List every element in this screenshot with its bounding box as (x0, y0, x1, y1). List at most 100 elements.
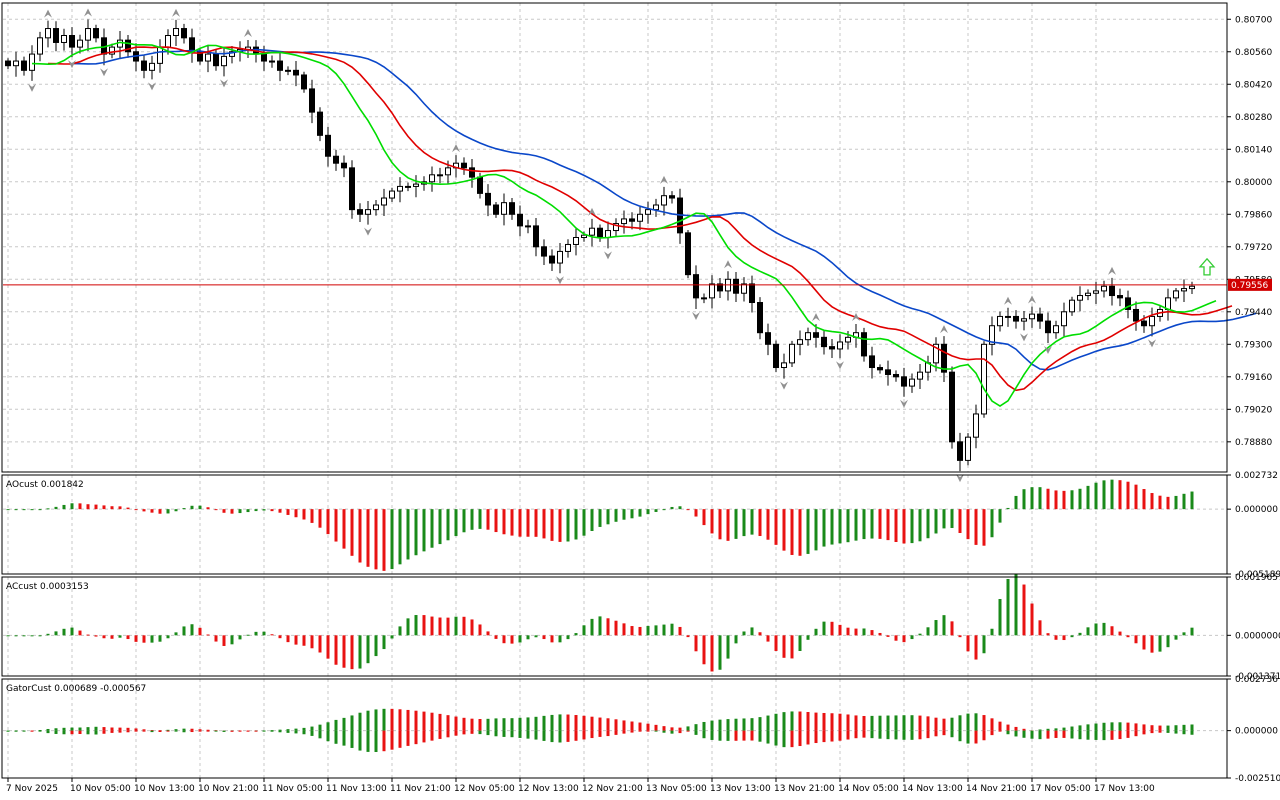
gator-histogram-bar (1150, 730, 1154, 734)
ao-histogram-bar (270, 509, 274, 512)
gator-histogram-bar (1078, 730, 1082, 740)
price-tick-label: 0.80700 (1235, 15, 1272, 25)
ac-histogram-bar (14, 635, 18, 637)
ao-histogram-bar (22, 509, 26, 511)
gator-histogram-bar (14, 730, 18, 732)
gator-histogram-bar (598, 730, 602, 737)
ao-histogram-bar (262, 509, 266, 511)
ac-histogram-bar (766, 635, 770, 642)
ao-histogram-bar (582, 509, 586, 536)
gator-histogram-bar (238, 730, 242, 732)
ac-histogram-bar (574, 633, 578, 636)
candle-body (61, 35, 67, 43)
panel-tick-label: -0.002510 (1235, 774, 1280, 784)
candle-body (109, 46, 115, 55)
panel-frame (1, 2, 1228, 473)
gator-histogram-bar (102, 730, 106, 734)
ac-histogram-bar (798, 635, 802, 651)
gator-histogram-bar (1094, 723, 1098, 731)
ao-histogram-bar (606, 509, 610, 525)
time-tick-label: 12 Nov 21:00 (582, 784, 643, 794)
gator-histogram-bar (1006, 730, 1010, 735)
candle-body (301, 74, 307, 90)
time-tick-label: 14 Nov 05:00 (838, 784, 899, 794)
gator-histogram-bar (910, 715, 914, 731)
candle-body (205, 53, 211, 62)
gator-histogram-bar (510, 718, 514, 731)
candle-body (749, 283, 755, 304)
gator-histogram-bar (630, 730, 634, 733)
gator-histogram-bar (662, 726, 666, 731)
gator-histogram-bar (766, 730, 770, 744)
ac-histogram-bar (414, 615, 418, 636)
gator-histogram-bar (382, 730, 386, 752)
ao-histogram-bar (1070, 490, 1074, 510)
gator-histogram-bar (366, 730, 370, 752)
ao-histogram-bar (334, 509, 338, 542)
ac-histogram-bar (886, 635, 890, 637)
ao-histogram-bar (878, 509, 882, 539)
ao-histogram-bar (214, 509, 218, 511)
ac-histogram-bar (470, 619, 474, 636)
gator-histogram-bar (278, 729, 282, 731)
gator-histogram-bar (1062, 727, 1066, 731)
ao-histogram-bar (822, 509, 826, 547)
gator-histogram-bar (878, 730, 882, 739)
candle-body (317, 111, 323, 136)
ac-histogram-bar (670, 623, 674, 636)
gator-histogram-bar (814, 730, 818, 744)
gator-histogram-bar (414, 730, 418, 745)
gator-histogram-bar (902, 715, 906, 731)
ac-histogram-bar (998, 599, 1002, 636)
ao-histogram-bar (966, 509, 970, 540)
gator-histogram-bar (182, 730, 186, 733)
ac-histogram-bar (1054, 635, 1058, 640)
gator-histogram-bar (958, 730, 962, 742)
candle-body (5, 60, 11, 67)
ac-histogram-bar (1062, 635, 1066, 641)
alligator-lines-layer (3, 41, 1257, 408)
ac-histogram-bar (702, 635, 706, 665)
candle-body (549, 255, 555, 264)
ao-histogram-bar (1142, 489, 1146, 510)
ao-histogram-bar (254, 509, 258, 512)
ac-histogram-bar (342, 635, 346, 668)
candle-body (1173, 290, 1179, 299)
ao-histogram-bar (430, 509, 434, 548)
ao-histogram-bar (662, 509, 666, 511)
ao-histogram-bar (742, 509, 746, 537)
ao-histogram-bar (1166, 496, 1170, 510)
candle-body (893, 373, 899, 378)
gator-histogram-bar (374, 730, 378, 752)
time-tick-label: 13 Nov 13:00 (710, 784, 771, 794)
ao-histogram-bar (1150, 493, 1154, 510)
gator-histogram-bar (46, 730, 50, 734)
fractal-up-marker (172, 8, 180, 17)
ao-histogram-bar (158, 509, 162, 514)
gator-histogram-bar (54, 730, 58, 734)
gator-histogram-bar (854, 715, 858, 731)
ac-histogram-bar (486, 631, 490, 636)
ao-histogram-bar (678, 506, 682, 510)
gator-histogram-bar (342, 730, 346, 746)
ao-histogram-bar (590, 509, 594, 531)
gator-histogram-bar (62, 727, 66, 731)
ac-histogram-bar (534, 635, 538, 638)
gator-histogram-bar (742, 718, 746, 731)
gator-histogram-bar (550, 714, 554, 731)
candle-body (189, 37, 195, 53)
oscillator-histograms-layer (6, 479, 1194, 752)
fractal-up-marker (1028, 295, 1036, 304)
gator-histogram-bar (430, 712, 434, 731)
candle-body (429, 174, 435, 183)
gator-histogram-bar (150, 730, 154, 732)
ac-histogram-bar (350, 635, 354, 670)
ac-histogram-bar (318, 635, 322, 653)
gator-histogram-bar (382, 708, 386, 731)
candle-body (469, 167, 475, 178)
ac-histogram-bar (830, 621, 834, 636)
gator-histogram-bar (862, 730, 866, 738)
ac-histogram-bar (758, 632, 762, 636)
